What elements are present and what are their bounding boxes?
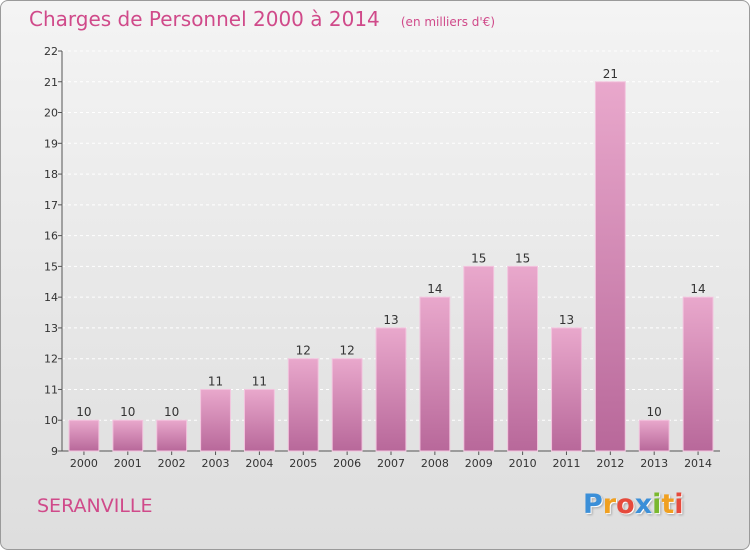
y-tick-label: 10 xyxy=(44,414,58,427)
y-tick-label: 21 xyxy=(44,76,58,89)
y-tick-label: 18 xyxy=(44,168,58,181)
y-tick-label: 13 xyxy=(44,322,58,335)
chart-title: Charges de Personnel 2000 à 2014 xyxy=(29,7,380,31)
value-label: 11 xyxy=(208,374,223,388)
value-label: 10 xyxy=(120,405,135,419)
y-tick-label: 14 xyxy=(44,291,58,304)
value-label: 14 xyxy=(427,282,442,296)
bar xyxy=(287,358,319,452)
x-tick-label: 2014 xyxy=(684,457,712,470)
bar xyxy=(112,419,144,452)
y-tick-label: 19 xyxy=(44,137,58,150)
x-tick-label: 2013 xyxy=(640,457,668,470)
x-tick-label: 2010 xyxy=(509,457,537,470)
y-tick-label: 17 xyxy=(44,199,58,212)
bar xyxy=(682,296,714,452)
logo-letter: i xyxy=(674,489,684,520)
logo-letter: t xyxy=(661,489,675,520)
value-label: 13 xyxy=(383,313,398,327)
bar xyxy=(331,358,363,452)
y-tick-label: 9 xyxy=(51,445,58,458)
bar xyxy=(463,265,495,452)
y-tick-label: 20 xyxy=(44,107,58,120)
commune-name: SERANVILLE xyxy=(37,495,153,517)
bar xyxy=(156,419,188,452)
x-tick-label: 2012 xyxy=(596,457,624,470)
chart-unit: (en milliers d'€) xyxy=(400,15,495,29)
bar xyxy=(594,81,626,452)
bar xyxy=(507,265,539,452)
x-tick-label: 2003 xyxy=(202,457,230,470)
value-label: 15 xyxy=(515,251,530,265)
bar xyxy=(243,388,275,452)
bar xyxy=(638,419,670,452)
value-label: 14 xyxy=(690,282,705,296)
x-tick-label: 2004 xyxy=(245,457,273,470)
x-tick-label: 2001 xyxy=(114,457,142,470)
x-tick-label: 2005 xyxy=(289,457,317,470)
x-tick-label: 2006 xyxy=(333,457,361,470)
x-tick-label: 2007 xyxy=(377,457,405,470)
x-tick-label: 2000 xyxy=(70,457,98,470)
logo-letter: o xyxy=(616,489,635,520)
y-tick-label: 11 xyxy=(44,383,58,396)
title-row: Charges de Personnel 2000 à 2014 (en mil… xyxy=(29,7,495,31)
value-label: 12 xyxy=(296,344,311,358)
bar xyxy=(200,388,231,452)
y-tick-label: 12 xyxy=(44,353,58,366)
proxiti-logo[interactable]: Proxiti xyxy=(583,489,684,520)
logo-letter: P xyxy=(583,489,603,520)
value-label: 15 xyxy=(471,251,486,265)
x-tick-label: 2008 xyxy=(421,457,449,470)
logo-letter: r xyxy=(602,489,617,520)
x-tick-label: 2009 xyxy=(465,457,493,470)
bar xyxy=(375,327,407,452)
x-tick-label: 2011 xyxy=(552,457,580,470)
value-label: 12 xyxy=(339,344,354,358)
logo-letter: i xyxy=(652,489,662,520)
labels: 9 10 11 12 13 14 15 16 17 18 19 20 21 22 10 2000 10 2001 1… xyxy=(44,45,712,470)
x-tick-label: 2002 xyxy=(158,457,186,470)
y-tick-label: 22 xyxy=(44,45,58,58)
bar xyxy=(68,419,100,452)
value-label: 10 xyxy=(164,405,179,419)
value-label: 10 xyxy=(647,405,662,419)
value-label: 11 xyxy=(252,374,267,388)
bar xyxy=(419,296,451,452)
bars xyxy=(68,81,714,452)
value-label: 13 xyxy=(559,313,574,327)
y-tick-label: 16 xyxy=(44,230,58,243)
bar xyxy=(551,327,582,452)
y-tick-label: 15 xyxy=(44,260,58,273)
value-label: 21 xyxy=(603,67,618,81)
value-label: 10 xyxy=(76,405,91,419)
logo-letter: x xyxy=(634,489,653,520)
